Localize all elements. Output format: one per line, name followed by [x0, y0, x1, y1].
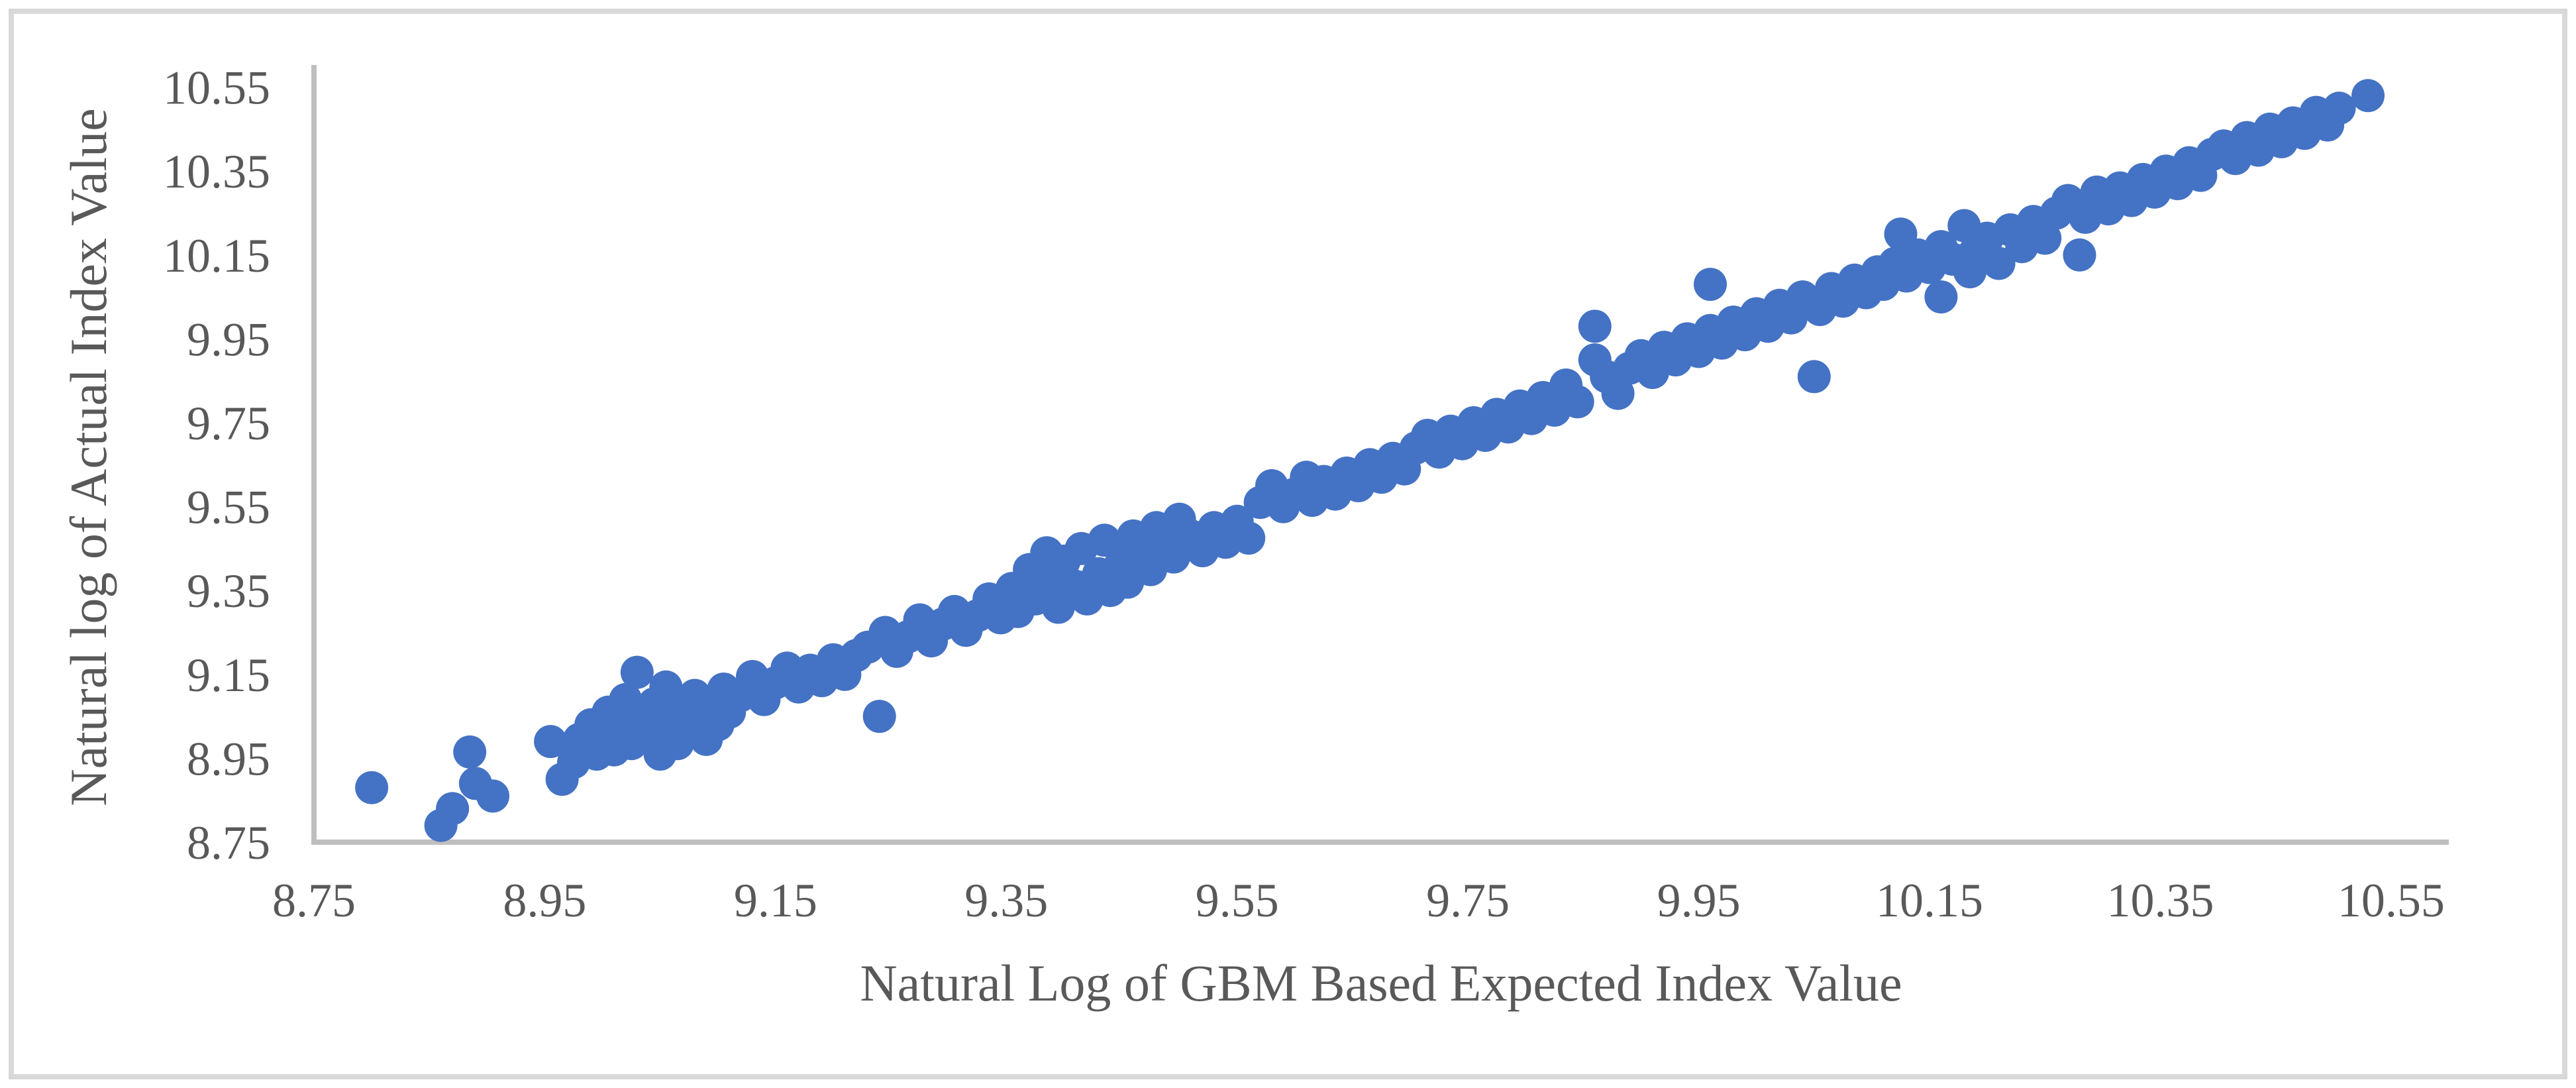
data-point [1982, 246, 2016, 280]
data-point [1924, 280, 1958, 314]
y-tick-label: 9.75 [187, 397, 270, 450]
y-tick-label: 9.55 [187, 481, 270, 534]
data-point [1601, 376, 1635, 410]
data-point [2351, 79, 2385, 113]
data-point [862, 700, 896, 734]
data-point [436, 792, 470, 826]
y-tick-label: 9.15 [187, 649, 270, 702]
data-point [1797, 360, 1831, 394]
data-point [476, 779, 509, 813]
y-tick-label: 10.15 [163, 229, 270, 282]
x-tick-label: 10.35 [2106, 874, 2214, 927]
x-tick-label: 9.75 [1426, 874, 1510, 927]
data-point [355, 771, 389, 804]
data-point [2063, 238, 2096, 272]
y-axis-tick-labels: 8.75 8.95 9.15 9.35 9.55 9.75 9.95 10.15 10.35 10… [163, 62, 270, 869]
x-tick-label: 9.15 [734, 874, 817, 927]
figure-border [9, 9, 2567, 1079]
data-point [1561, 385, 1594, 419]
data-point [2028, 221, 2062, 255]
y-tick-label: 10.35 [163, 145, 270, 198]
data-point [1578, 309, 1612, 343]
y-tick-label: 10.55 [163, 62, 270, 115]
x-tick-label: 8.75 [272, 874, 356, 927]
data-point [1232, 521, 1266, 555]
scatter-points-series [355, 79, 2385, 842]
y-axis-title: Natural log of Actual Index Value [60, 108, 117, 806]
x-tick-label: 10.55 [2338, 874, 2445, 927]
x-axis-title: Natural Log of GBM Based Expected Index … [860, 954, 1902, 1012]
data-point [620, 655, 654, 689]
x-tick-label: 9.95 [1657, 874, 1741, 927]
x-tick-label: 9.55 [1196, 874, 1279, 927]
y-tick-label: 9.35 [187, 565, 270, 618]
x-tick-label: 10.15 [1876, 874, 1983, 927]
y-tick-label: 8.95 [187, 732, 270, 785]
data-point [453, 735, 487, 769]
data-point [1694, 268, 1727, 301]
x-tick-label: 8.95 [503, 874, 586, 927]
x-tick-label: 9.35 [964, 874, 1048, 927]
y-tick-label: 9.95 [187, 313, 270, 366]
y-tick-label: 8.75 [187, 816, 270, 869]
x-axis-tick-labels: 8.75 8.95 9.15 9.35 9.55 9.75 9.95 10.15 10.35 10… [272, 874, 2445, 927]
data-point [534, 725, 568, 759]
data-point [2322, 91, 2356, 125]
